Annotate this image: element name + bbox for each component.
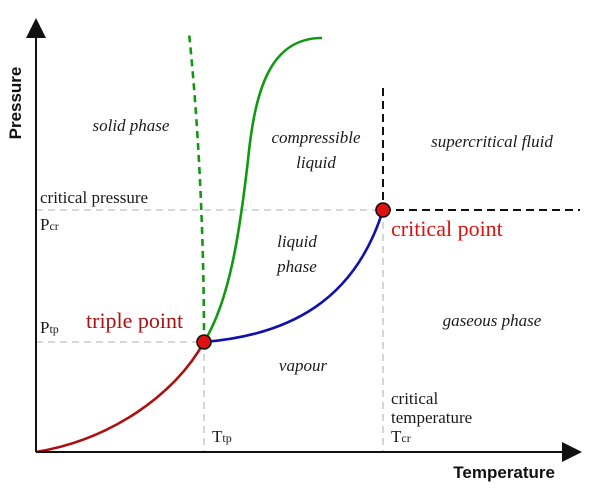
critical-point-marker bbox=[375, 202, 391, 218]
vaporization-curve bbox=[203, 209, 385, 344]
critical-pressure-label: critical pressure bbox=[40, 188, 148, 207]
compressible-liquid-label-line1: compressible bbox=[271, 128, 361, 147]
p-tp-label: Ptp bbox=[40, 318, 59, 337]
sublimation-curve bbox=[35, 341, 206, 454]
y-axis-title: Pressure bbox=[6, 67, 25, 140]
liquid-phase-label-line1: liquid bbox=[277, 232, 317, 251]
melting-curve bbox=[202, 36, 323, 343]
critical-point-label: critical point bbox=[391, 216, 503, 241]
x-axis-title: Temperature bbox=[453, 463, 555, 482]
gaseous-phase-label: gaseous phase bbox=[443, 311, 542, 330]
solid-phase-label: solid phase bbox=[93, 116, 170, 135]
p-cr-label: Pcr bbox=[40, 215, 59, 234]
triple-point-label: triple point bbox=[86, 308, 183, 333]
t-tp-label: Ttp bbox=[212, 427, 232, 446]
t-cr-label: Tcr bbox=[391, 427, 411, 446]
melting-curve-anomalous bbox=[187, 32, 206, 343]
compressible-liquid-label-line2: liquid bbox=[296, 153, 336, 172]
liquid-phase-label-line2: phase bbox=[276, 257, 317, 276]
vapour-label: vapour bbox=[279, 356, 328, 375]
supercritical-fluid-label: supercritical fluid bbox=[431, 132, 553, 151]
triple-point-marker bbox=[196, 334, 212, 350]
critical-temperature-label-line2: temperature bbox=[391, 408, 472, 427]
critical-temperature-label-line1: critical bbox=[391, 389, 438, 408]
